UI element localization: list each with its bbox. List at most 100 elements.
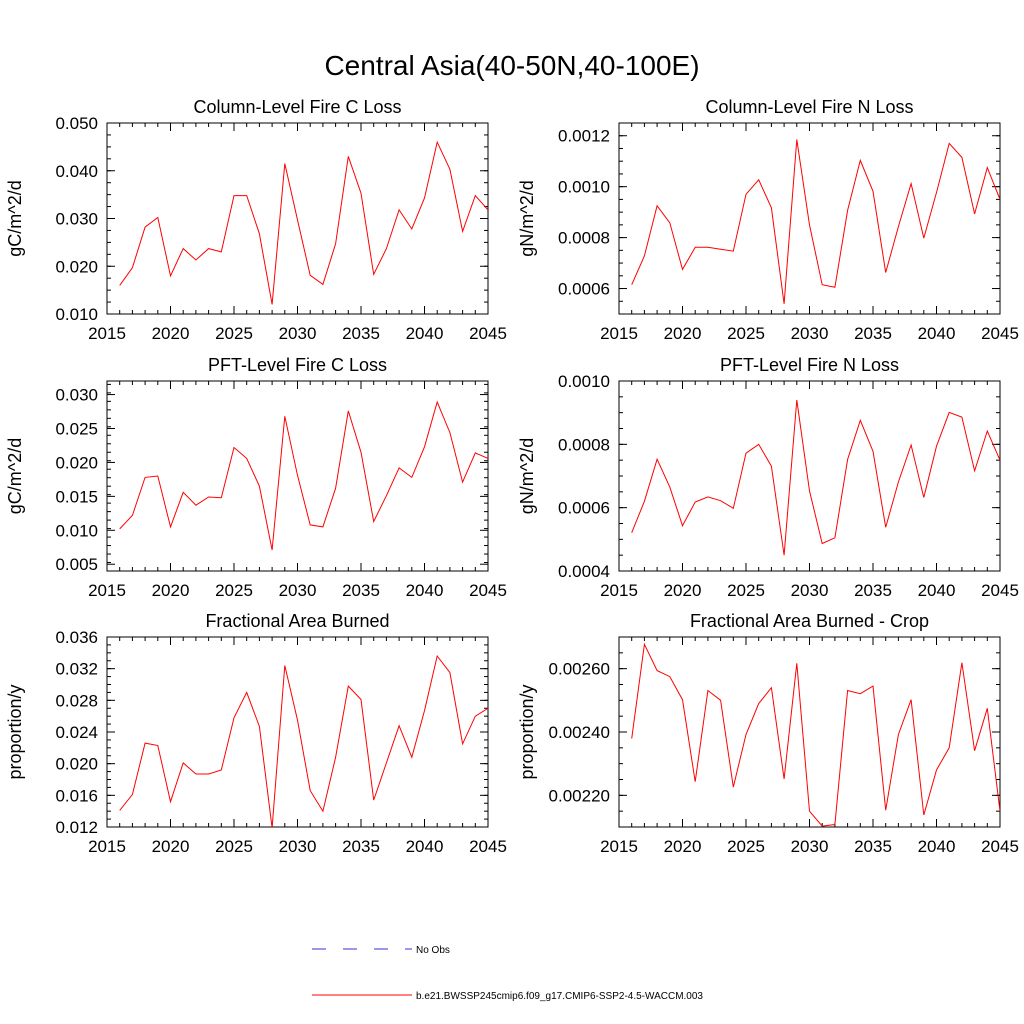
y-tick-label: 0.00220 [549,786,610,805]
y-tick-label: 0.005 [55,555,98,574]
panels: Column-Level Fire C Loss gC/m^2/d 2015 2020… [5,97,1019,856]
plot-frame [618,122,1001,315]
y-tick-label: 0.024 [55,723,98,742]
x-tick-label: 2035 [854,581,892,600]
y-tick-label: 0.0008 [558,229,610,248]
x-tick-label: 2045 [469,324,507,343]
plot-frame [106,636,489,828]
x-tick-label: 2040 [918,324,956,343]
x-tick-label: 2035 [854,837,892,856]
x-tick-label: 2020 [664,581,702,600]
y-axis-label: gN/m^2/d [517,438,537,514]
panel-5: Fractional Area Burned proportion/y 2015 20… [5,611,507,856]
x-tick-label: 2045 [469,581,507,600]
x-tick-label: 2020 [152,581,190,600]
y-tick-label: 0.050 [55,114,98,133]
panel-title: Fractional Area Burned - Crop [690,611,929,631]
y-tick-label: 0.0006 [558,280,610,299]
x-tick-label: 2035 [342,324,380,343]
x-tick-label: 2040 [406,837,444,856]
x-tick-label: 2015 [600,837,638,856]
y-tick-label: 0.00260 [549,660,610,679]
x-tick-label: 2025 [727,837,765,856]
y-tick-label: 0.020 [55,257,98,276]
y-axis-label: gC/m^2/d [5,180,25,256]
x-tick-label: 2025 [727,581,765,600]
x-tick-label: 2035 [854,324,892,343]
x-tick-label: 2020 [664,324,702,343]
y-tick-label: 0.0004 [558,562,610,581]
x-tick-label: 2015 [88,324,126,343]
legend-label-model: b.e21.BWSSP245cmip6.f09_g17.CMIP6-SSP2-4… [416,991,703,1002]
x-tick-label: 2035 [342,581,380,600]
x-tick-label: 2025 [215,581,253,600]
y-tick-label: 0.032 [55,660,98,679]
y-axis-label: proportion/y [5,684,25,779]
panel-4: PFT-Level Fire N Loss gN/m^2/d 2015 2020 202… [517,355,1019,600]
x-tick-label: 2030 [791,324,829,343]
x-tick-label: 2020 [664,837,702,856]
x-tick-label: 2030 [791,581,829,600]
plot-frame [618,380,1001,572]
panel-title: PFT-Level Fire C Loss [208,355,387,375]
y-axis-label: proportion/y [517,684,537,779]
x-tick-label: 2025 [215,324,253,343]
x-tick-label: 2015 [600,581,638,600]
y-tick-label: 0.030 [55,210,98,229]
x-tick-label: 2030 [279,324,317,343]
y-tick-label: 0.010 [55,521,98,540]
x-tick-label: 2025 [727,324,765,343]
y-tick-label: 0.012 [55,818,98,837]
series-line-1 [119,140,488,305]
x-tick-label: 2040 [918,837,956,856]
x-tick-label: 2030 [791,837,829,856]
y-tick-label: 0.0010 [558,178,610,197]
series-line-1 [119,654,488,827]
panel-3: PFT-Level Fire C Loss gC/m^2/d 2015 2020 202… [5,355,507,600]
series-line-1 [631,399,1000,556]
y-tick-label: 0.010 [55,305,98,324]
series-line-1 [631,642,1000,827]
y-tick-label: 0.020 [55,453,98,472]
x-tick-label: 2030 [279,581,317,600]
panel-title: Column-Level Fire C Loss [193,97,401,117]
y-tick-label: 0.0006 [558,499,610,518]
x-tick-label: 2025 [215,837,253,856]
x-tick-label: 2015 [600,324,638,343]
y-axis-label: gC/m^2/d [5,438,25,514]
x-tick-label: 2040 [406,581,444,600]
y-tick-label: 0.036 [55,628,98,647]
plot-frame [618,636,1001,828]
y-tick-label: 0.0012 [558,127,610,146]
panel-6: Fractional Area Burned - Crop proportion/… [517,611,1019,856]
series-line-1 [119,400,488,551]
x-tick-label: 2035 [342,837,380,856]
x-tick-label: 2030 [279,837,317,856]
y-tick-label: 0.028 [55,691,98,710]
panel-1: Column-Level Fire C Loss gC/m^2/d 2015 2020… [5,97,507,343]
y-tick-label: 0.015 [55,487,98,506]
y-tick-label: 0.030 [55,386,98,405]
y-tick-label: 0.0010 [558,372,610,391]
x-tick-label: 2040 [406,324,444,343]
y-tick-label: 0.00240 [549,723,610,742]
legend-label-no-obs: No Obs [416,945,450,956]
y-tick-label: 0.020 [55,755,98,774]
x-tick-label: 2015 [88,837,126,856]
panel-title: Fractional Area Burned [205,611,389,631]
x-tick-label: 2020 [152,324,190,343]
y-tick-label: 0.025 [55,420,98,439]
x-tick-label: 2045 [981,837,1019,856]
x-tick-label: 2045 [981,581,1019,600]
y-tick-label: 0.016 [55,786,98,805]
x-tick-label: 2020 [152,837,190,856]
y-tick-label: 0.040 [55,162,98,181]
x-tick-label: 2045 [469,837,507,856]
x-tick-label: 2045 [981,324,1019,343]
legend: No Obs b.e21.BWSSP245cmip6.f09_g17.CMIP6… [312,945,703,1002]
x-tick-label: 2040 [918,581,956,600]
panel-title: PFT-Level Fire N Loss [720,355,899,375]
figure-title: Central Asia(40-50N,40-100E) [324,50,699,81]
y-tick-label: 0.0008 [558,435,610,454]
